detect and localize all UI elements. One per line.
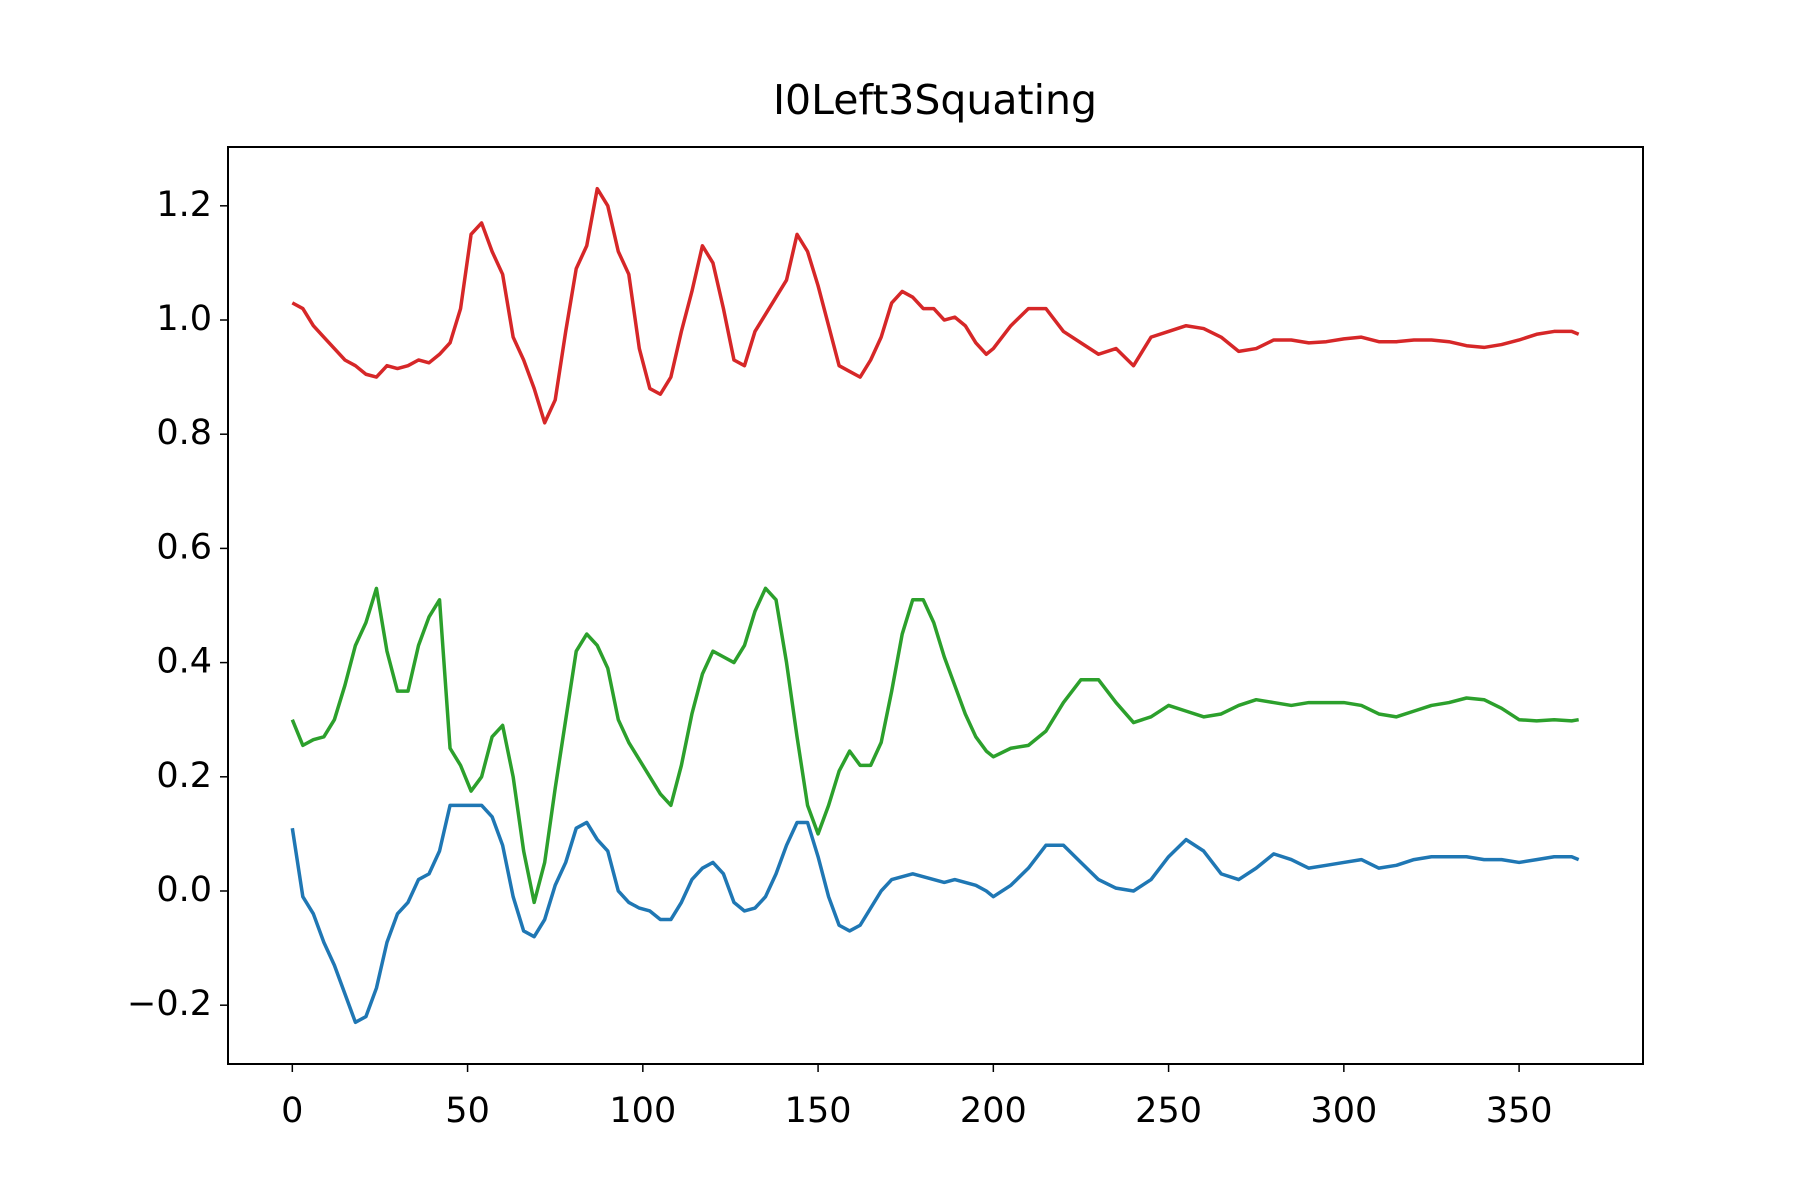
x-tick-label: 200 [960,1091,1027,1131]
x-tick-label: 300 [1310,1091,1377,1131]
y-tick-label: 0.6 [156,527,212,567]
x-tick-label: 100 [609,1091,676,1131]
series-line [290,586,1579,905]
plot-frame [227,146,1644,1065]
y-tick-label: 1.0 [156,299,212,339]
series-line [290,803,1580,1025]
y-tick-label: 0.8 [156,413,212,453]
x-tick-label: 250 [1135,1091,1202,1131]
x-tick-label: 0 [281,1091,303,1131]
x-tick-label: 150 [785,1091,852,1131]
y-tick-label: −0.2 [127,984,212,1024]
x-tick-label: 50 [445,1091,490,1131]
y-tick-label: 1.2 [156,185,212,225]
y-tick-label: 0.2 [156,756,212,796]
x-tick-label: 350 [1486,1091,1553,1131]
y-tick-label: 0.0 [156,870,212,910]
y-tick-label: 0.4 [156,642,212,682]
chart-title: I0Left3Squating [773,76,1097,124]
series-line [291,186,1580,425]
